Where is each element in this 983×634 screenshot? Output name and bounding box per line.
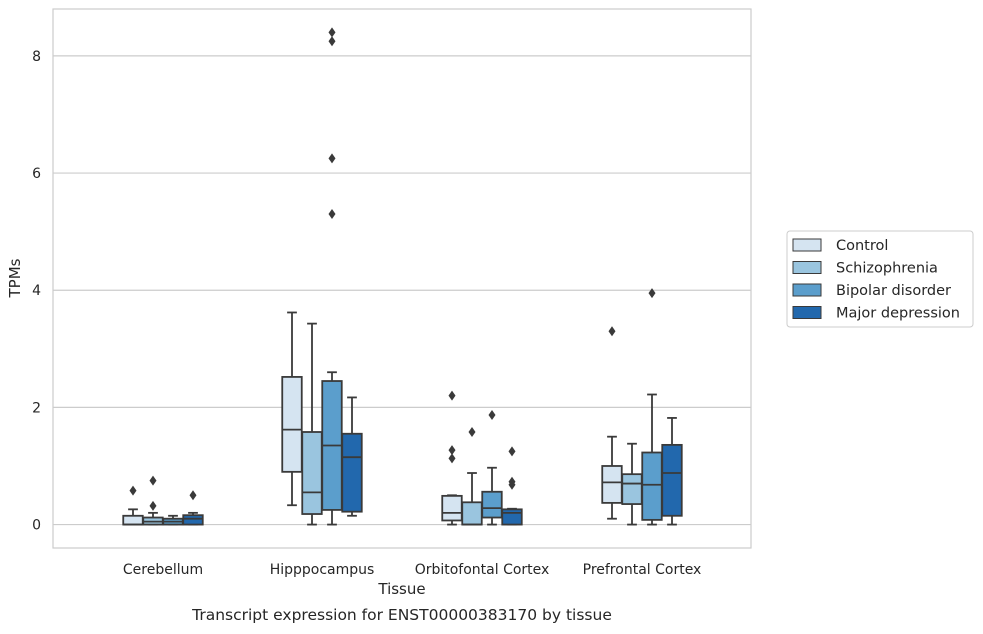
box-iqr: [601, 465, 623, 504]
outlier-point: [448, 453, 456, 464]
box-iqr: [182, 514, 204, 526]
box-schizophrenia: [621, 442, 643, 526]
outlier-point: [448, 390, 456, 401]
y-axis-ticks: 0 2 4 6 8: [32, 49, 41, 534]
box-iqr: [501, 508, 523, 526]
box-iqr: [281, 376, 303, 473]
box-iqr: [301, 431, 323, 515]
x-tick-label: Hipppocampus: [270, 562, 375, 578]
box-control: [122, 485, 144, 526]
x-tick-label: Cerebellum: [123, 562, 203, 578]
box-control: [441, 390, 463, 526]
outlier-point: [189, 490, 197, 501]
box-schizophrenia: [301, 322, 323, 526]
x-axis-title: Tissue: [377, 580, 425, 598]
box-schizophrenia: [142, 475, 164, 526]
box-iqr: [441, 494, 463, 522]
box-iqr: [341, 432, 363, 513]
outlier-point: [149, 475, 157, 486]
legend: Control Schizophrenia Bipolar disorder Majo…: [786, 230, 974, 328]
y-tick-label: 4: [32, 283, 41, 299]
outlier-point: [468, 426, 476, 437]
box-plot-area: [122, 27, 683, 526]
box-control: [281, 311, 303, 507]
box-iqr: [481, 490, 503, 519]
outlier-point: [129, 485, 137, 496]
box-iqr: [641, 451, 663, 521]
box-major-depression: [182, 490, 204, 526]
box-major-depression: [341, 396, 363, 517]
box-control: [601, 326, 623, 520]
x-tick-label: Prefrontal Cortex: [583, 562, 702, 578]
box-schizophrenia: [461, 426, 483, 526]
outlier-point: [448, 445, 456, 456]
box-bipolar-disorder: [481, 410, 503, 526]
outlier-point: [328, 209, 336, 220]
y-tick-label: 0: [32, 518, 41, 534]
outlier-point: [508, 446, 516, 457]
legend-swatch: [792, 261, 822, 274]
box-iqr: [621, 473, 643, 505]
box-bipolar-disorder: [641, 288, 663, 526]
y-tick-label: 8: [32, 49, 41, 65]
box-iqr: [661, 443, 683, 517]
box-bipolar-disorder: [321, 27, 343, 526]
outlier-point: [328, 36, 336, 47]
legend-swatch: [792, 306, 822, 319]
chart-caption: Transcript expression for ENST0000038317…: [192, 606, 612, 624]
legend-label: Major depression: [836, 306, 960, 322]
outlier-point: [149, 500, 157, 511]
box-major-depression: [501, 446, 523, 526]
box-iqr: [461, 501, 483, 526]
box-major-depression: [661, 417, 683, 526]
legend-swatch: [792, 238, 822, 252]
box-bipolar-disorder: [162, 514, 184, 526]
outlier-point: [508, 476, 516, 487]
box-iqr: [122, 514, 144, 526]
outlier-point: [648, 288, 656, 299]
x-tick-label: Orbitofontal Cortex: [415, 562, 550, 578]
legend-label: Bipolar disorder: [836, 283, 951, 299]
y-axis-title: TPMs: [6, 258, 24, 298]
outlier-point: [488, 410, 496, 421]
legend-label: Schizophrenia: [836, 261, 938, 277]
plot-frame: [52, 8, 752, 549]
y-tick-label: 6: [32, 166, 41, 182]
legend-swatch: [792, 283, 822, 297]
outlier-point: [608, 326, 616, 337]
legend-frame: [786, 230, 974, 328]
x-axis-ticks: Cerebellum Hipppocampus Orbitofontal Corte…: [123, 562, 701, 578]
outlier-point: [328, 27, 336, 38]
outlier-point: [328, 153, 336, 164]
legend-label: Control: [836, 238, 888, 254]
y-tick-label: 2: [32, 400, 41, 416]
